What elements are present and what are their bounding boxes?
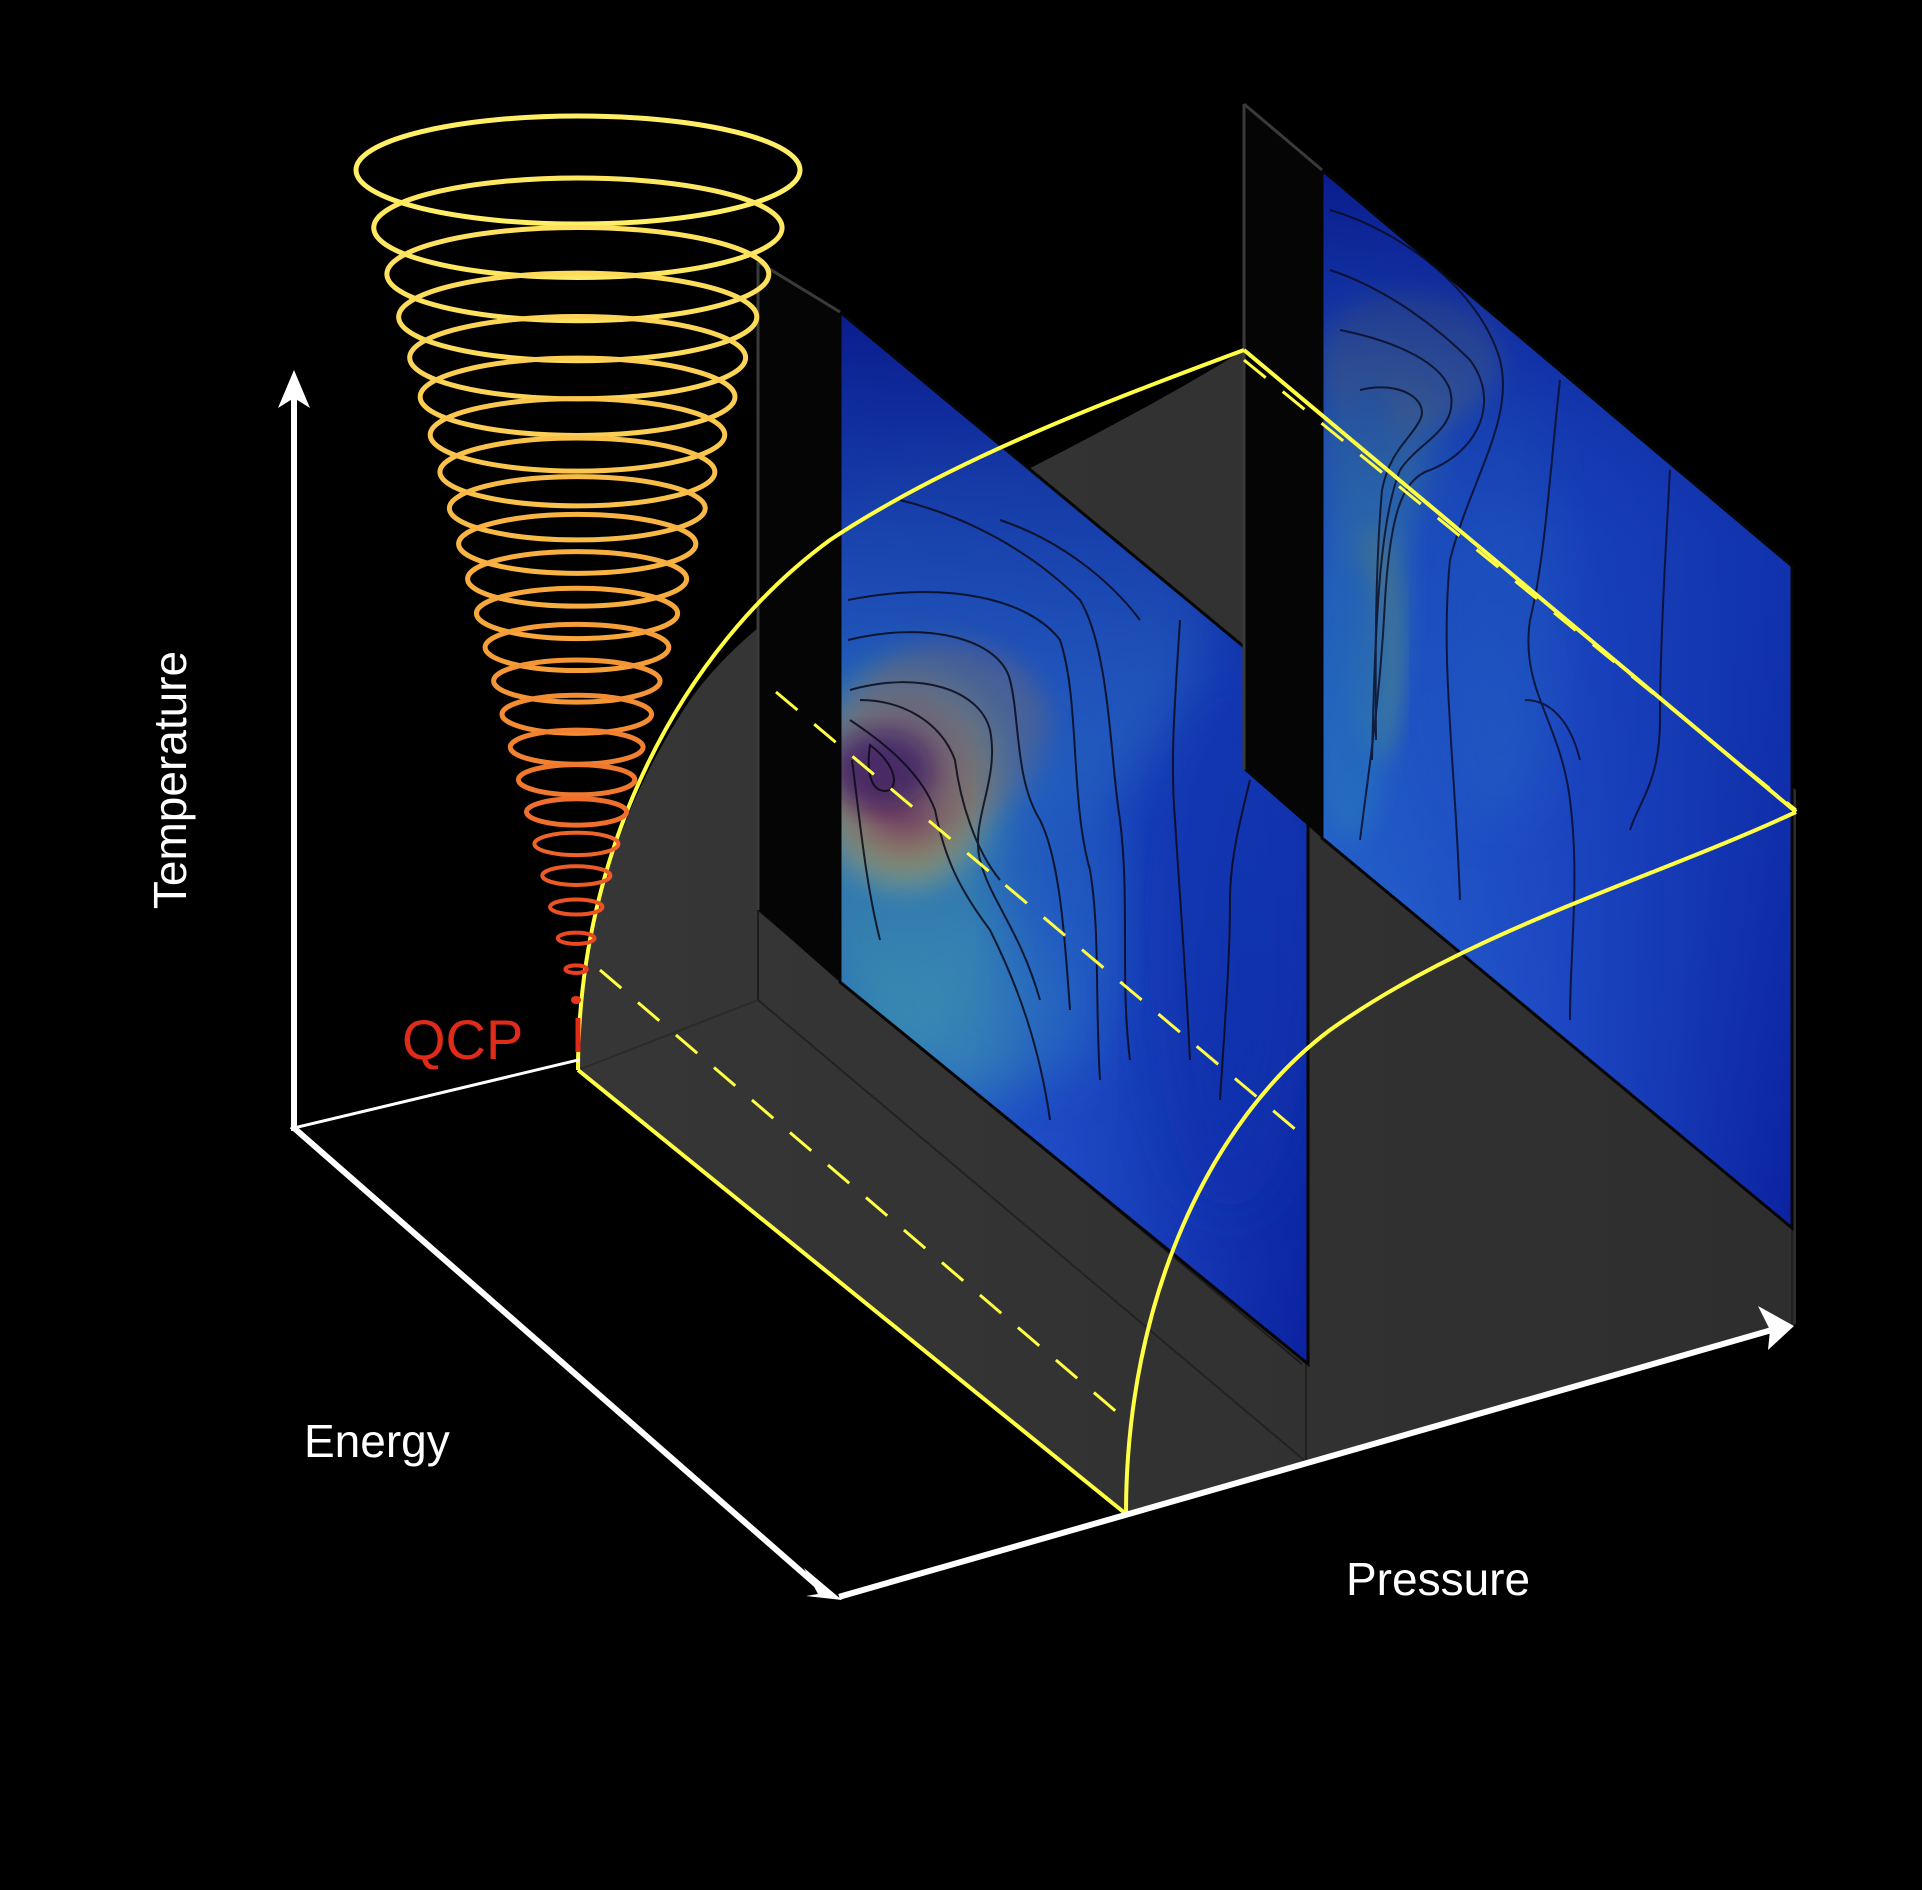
spiral-ring <box>456 511 699 576</box>
spiral-ring <box>540 864 613 887</box>
spiral-ring <box>417 355 738 439</box>
axis-arrowheads <box>278 370 1794 1600</box>
contour-panel-front <box>838 308 1310 1368</box>
spiral-ring <box>482 621 672 674</box>
energy-axis <box>289 1123 825 1593</box>
arrowhead-icon <box>278 370 310 408</box>
spiral-ring <box>473 585 681 642</box>
phase-boundary <box>576 348 1798 1516</box>
spiral-ring <box>427 396 728 474</box>
contour-panel-back <box>1320 166 1794 1232</box>
spiral-ring <box>465 549 690 609</box>
pressure-axis <box>838 1326 1776 1600</box>
spiral-ring <box>384 224 772 324</box>
spiral-ring <box>548 897 605 917</box>
axes <box>289 387 1776 1600</box>
spiral-ring <box>396 270 760 364</box>
spiral-ring <box>437 435 718 509</box>
qcp-label: QCP <box>402 1008 524 1071</box>
spiral-ring <box>555 930 597 946</box>
boundary-edge-top <box>1242 348 1798 814</box>
slab-edges <box>756 102 1323 982</box>
boundary-curve-back <box>1124 810 1797 1515</box>
arrowhead-icon <box>804 1568 842 1600</box>
spiral-ring <box>532 830 621 858</box>
arrowhead-icon <box>1758 1306 1794 1350</box>
pressure-axis-label: Pressure <box>1346 1553 1531 1605</box>
spiral-ring <box>499 692 655 736</box>
spiral-ring <box>491 657 663 705</box>
floor-edge-back <box>292 1058 580 1130</box>
spiral-ring <box>353 113 803 227</box>
spiral-ring <box>446 474 708 543</box>
boundary-edge-bottom <box>576 1068 1128 1516</box>
spiral-ring <box>515 762 638 798</box>
spiral-ring <box>563 963 589 976</box>
boundary-dashed-lines <box>599 358 1797 1422</box>
fluctuation-spiral-icon <box>353 113 803 1004</box>
spiral-ring <box>571 996 581 1004</box>
spiral-ring <box>523 796 630 828</box>
energy-axis-label: Energy <box>304 1415 450 1467</box>
temperature-axis-label: Temperature <box>144 650 196 910</box>
spiral-ring <box>371 175 785 281</box>
